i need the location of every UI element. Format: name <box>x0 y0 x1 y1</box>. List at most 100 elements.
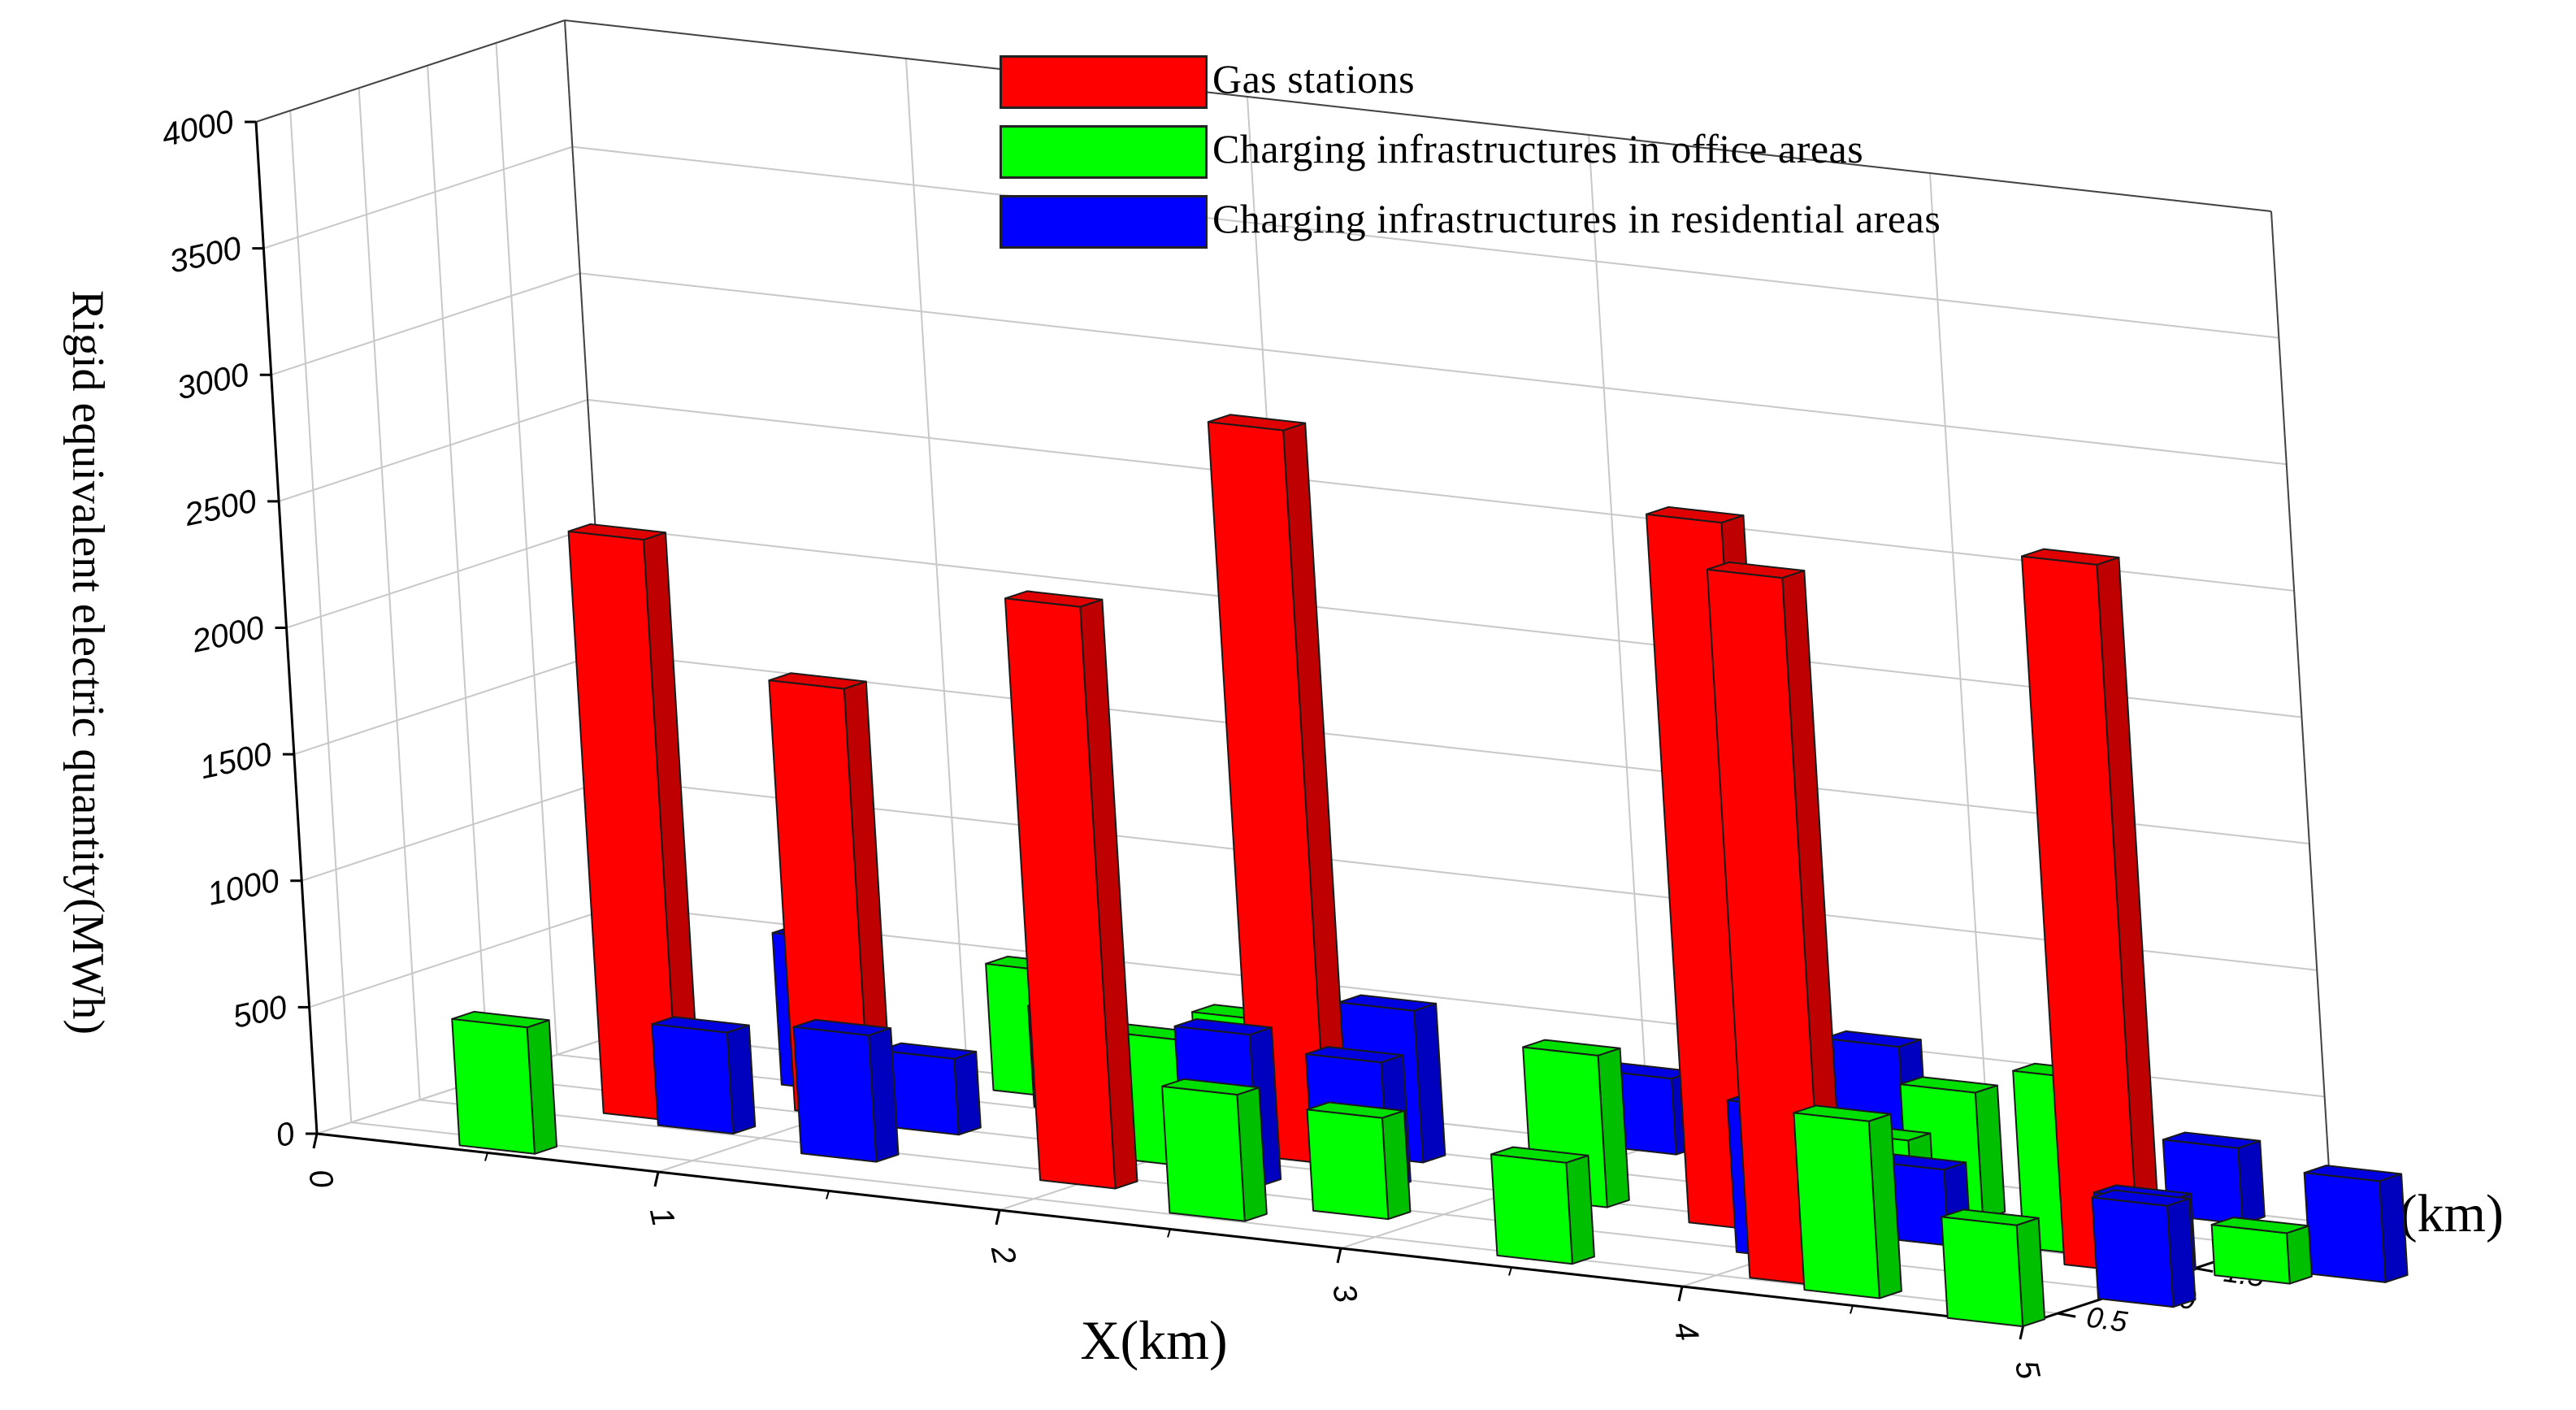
x-minor-tick-2 <box>1167 1229 1171 1238</box>
bar-front-face <box>1490 1153 1573 1265</box>
bar-top-face <box>1941 1208 2040 1226</box>
x-minor-tick-1 <box>826 1191 830 1200</box>
bar-front-face <box>1793 1112 1880 1299</box>
bar-front-face <box>1161 1085 1246 1222</box>
bar-top-face <box>1305 1046 1404 1064</box>
bar-side-face <box>2286 1225 2313 1285</box>
y-tick-0 <box>2057 1312 2076 1318</box>
bar-front-face <box>651 1023 735 1135</box>
z-tick-label-0: 0 <box>272 1116 297 1155</box>
bar-front-face <box>1941 1216 2024 1328</box>
bar-series2-16 <box>2303 1165 2409 1283</box>
frame-top-left <box>255 20 566 123</box>
bar-series1-8 <box>1490 1146 1595 1265</box>
legend-item-office: Charging infrastructures in office areas <box>1000 119 2300 189</box>
bar-top-face <box>1306 1101 1405 1119</box>
x-minor-tick-0 <box>484 1152 488 1161</box>
grid-line-backwall-x-3 <box>1588 134 1650 1148</box>
legend-item-gas-stations: Gas stations <box>1000 49 2300 119</box>
bar-top-face <box>1899 1076 1998 1094</box>
chart-legend: Gas stations Charging infrastructures in… <box>1000 49 2300 258</box>
x-tick-label-1: 1 <box>643 1204 682 1230</box>
grid-line-floor-y-0 <box>351 1121 2058 1315</box>
legend-item-residential: Charging infrastructures in residential … <box>1000 189 2300 258</box>
z-axis-title: Rigid equivalent electric quantity(MWh) <box>63 290 113 1035</box>
bar-front-face <box>1306 1108 1390 1221</box>
x-axis-title: X(km) <box>1080 1309 1227 1371</box>
x-minor-tick-3 <box>1508 1267 1512 1276</box>
bar-series2-15 <box>2091 1189 2197 1308</box>
y-tick-label-0: 0.5 <box>2084 1299 2130 1338</box>
grid-line-sidewall-z-2 <box>301 778 611 882</box>
bar-series1-0 <box>451 1010 558 1155</box>
x-tick-label-4: 4 <box>1667 1319 1706 1344</box>
bar-top-face <box>2091 1189 2190 1207</box>
legend-label-residential: Charging infrastructures in residential … <box>1212 196 1941 241</box>
legend-label-office: Charging infrastructures in office areas <box>1212 126 1864 171</box>
bar-front-face <box>2303 1172 2387 1283</box>
bar-top-face <box>451 1010 550 1029</box>
grid-line-sidewall-y-0 <box>289 111 353 1123</box>
z-tick-label-2: 1000 <box>204 862 282 913</box>
grid-line-sidewall-z-4 <box>286 525 596 629</box>
bar-top-face <box>2210 1217 2310 1234</box>
x-tick-label-2: 2 <box>984 1242 1023 1268</box>
grid-line-backwall-z-6 <box>579 272 2287 466</box>
bar-series1-11 <box>1793 1104 1902 1299</box>
bar-top-face <box>651 1016 750 1034</box>
frame-top-back <box>564 20 2272 212</box>
z-tick-label-5: 2500 <box>180 483 259 533</box>
bar-top-face <box>1823 1030 1922 1048</box>
legend-swatch-residential <box>1000 195 1208 249</box>
z-tick-label-4: 2000 <box>189 610 267 660</box>
y-tick-2 <box>2194 1267 2214 1273</box>
bar-series0-0 <box>567 523 702 1123</box>
bar-top-face <box>2162 1131 2262 1149</box>
bar-top-face <box>1004 590 1104 608</box>
grid-line-backwall-z-4 <box>595 525 2302 718</box>
grid-line-backwall-x-1 <box>905 58 968 1071</box>
bar-front-face <box>792 1026 878 1163</box>
bar-top-face <box>1161 1078 1260 1096</box>
grid-line-backwall-z-2 <box>610 778 2318 971</box>
bar-top-face <box>1490 1146 1589 1164</box>
grid-line-sidewall-z-7 <box>263 145 573 249</box>
bar-front-face <box>2210 1223 2291 1285</box>
grid-line-sidewall-y-3 <box>495 42 558 1055</box>
legend-label-gas-stations: Gas stations <box>1212 56 1416 102</box>
grid-line-sidewall-z-5 <box>278 398 588 502</box>
bar-top-face <box>1646 505 1745 524</box>
z-tick-label-7: 3500 <box>167 230 245 280</box>
x-tick-3 <box>1336 1247 1342 1264</box>
bar-top-face <box>1522 1039 1621 1056</box>
bar-series0-3 <box>1207 414 1351 1165</box>
x-tick-1 <box>653 1171 660 1187</box>
bar-top-face <box>2021 548 2120 566</box>
bar-series1-5 <box>1161 1078 1268 1222</box>
legend-swatch-gas-stations <box>1000 55 1208 109</box>
grid-line-backwall-x-4 <box>1929 172 1992 1186</box>
bar-top-face <box>567 523 667 541</box>
z-tick-label-8: 4000 <box>158 104 236 154</box>
grid-line-backwall-z-3 <box>602 652 2309 845</box>
bar-top-face <box>768 672 867 690</box>
grid-line-backwall-z-5 <box>588 398 2295 592</box>
x-tick-0 <box>312 1133 319 1149</box>
bar-series2-2 <box>878 1042 982 1136</box>
x-tick-label-3: 3 <box>1325 1281 1364 1306</box>
bar-top-face <box>1173 1017 1273 1036</box>
bar-series0-2 <box>1004 590 1138 1190</box>
grid-line-sidewall-z-1 <box>309 905 618 1009</box>
legend-swatch-office <box>1000 125 1208 179</box>
x-tick-2 <box>995 1209 1001 1226</box>
z-tick-label-6: 3000 <box>174 357 252 407</box>
frame-right-back <box>2270 210 2333 1224</box>
bar-series2-4 <box>792 1018 900 1163</box>
x-tick-4 <box>1677 1286 1684 1302</box>
bar-series0-1 <box>768 672 893 1120</box>
grid-line-sidewall-y-2 <box>427 65 490 1078</box>
x-tick-label-5: 5 <box>2008 1357 2047 1383</box>
bar-top-face <box>1207 414 1307 432</box>
bar-top-face <box>1706 561 1806 579</box>
